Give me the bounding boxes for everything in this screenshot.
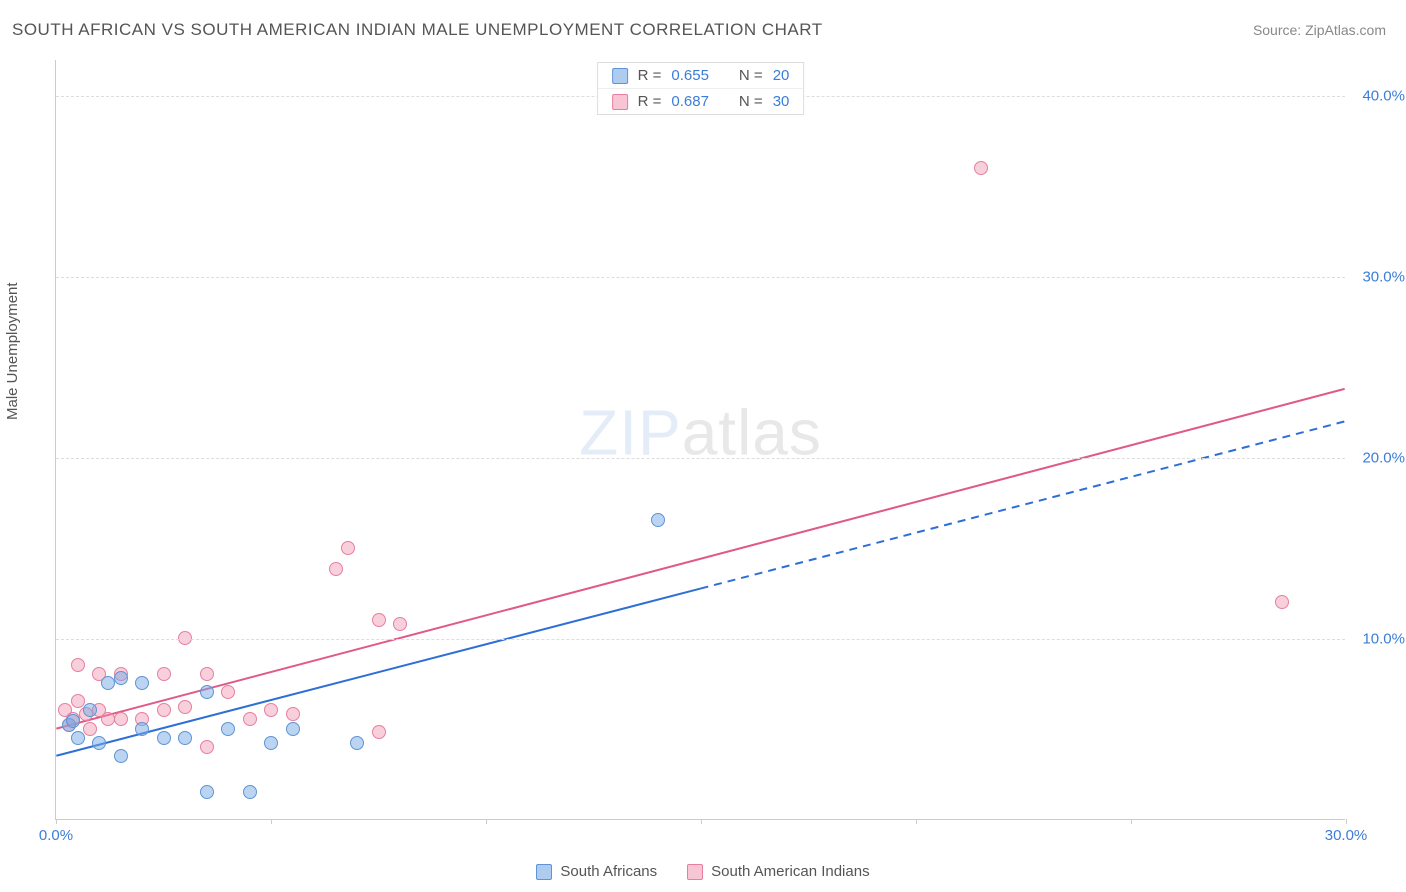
x-tick — [701, 819, 702, 824]
n-label: N = — [739, 67, 763, 84]
trendlines-svg — [56, 60, 1345, 819]
chart-title: SOUTH AFRICAN VS SOUTH AMERICAN INDIAN M… — [12, 20, 823, 40]
scatter-point — [329, 562, 343, 576]
swatch-blue-icon — [612, 68, 628, 84]
n-label: N = — [739, 93, 763, 110]
r-value-pink: 0.687 — [671, 93, 709, 110]
x-tick-label: 30.0% — [1325, 827, 1368, 844]
scatter-point — [221, 722, 235, 736]
scatter-point — [83, 722, 97, 736]
scatter-point — [178, 731, 192, 745]
chart-container: SOUTH AFRICAN VS SOUTH AMERICAN INDIAN M… — [0, 0, 1406, 892]
bottom-legend: South Africans South American Indians — [0, 863, 1406, 880]
n-value-pink: 30 — [773, 93, 790, 110]
y-tick-label: 20.0% — [1350, 450, 1405, 467]
legend-label-pink: South American Indians — [711, 863, 869, 880]
scatter-point — [200, 667, 214, 681]
grid-line — [56, 458, 1345, 459]
y-tick-label: 30.0% — [1350, 269, 1405, 286]
correlation-stats-box: R = 0.655 N = 20 R = 0.687 N = 30 — [597, 62, 805, 115]
grid-line — [56, 277, 1345, 278]
scatter-point — [101, 712, 115, 726]
x-tick — [1131, 819, 1132, 824]
scatter-point — [974, 161, 988, 175]
scatter-point — [114, 749, 128, 763]
x-tick-label: 0.0% — [39, 827, 73, 844]
swatch-pink-icon — [612, 94, 628, 110]
y-tick-label: 10.0% — [1350, 631, 1405, 648]
scatter-point — [243, 785, 257, 799]
plot-area: ZIPatlas R = 0.655 N = 20 R = 0.687 N = … — [55, 60, 1345, 820]
scatter-point — [372, 613, 386, 627]
x-tick — [1346, 819, 1347, 824]
scatter-point — [221, 685, 235, 699]
stats-row-pink: R = 0.687 N = 30 — [598, 89, 804, 114]
scatter-point — [393, 617, 407, 631]
legend-item-blue: South Africans — [536, 863, 657, 880]
scatter-point — [157, 731, 171, 745]
scatter-point — [114, 671, 128, 685]
stats-row-blue: R = 0.655 N = 20 — [598, 63, 804, 89]
scatter-point — [71, 658, 85, 672]
scatter-point — [135, 722, 149, 736]
r-value-blue: 0.655 — [671, 67, 709, 84]
r-label: R = — [638, 67, 662, 84]
scatter-point — [83, 703, 97, 717]
scatter-point — [372, 725, 386, 739]
scatter-point — [178, 700, 192, 714]
scatter-point — [286, 722, 300, 736]
legend-item-pink: South American Indians — [687, 863, 869, 880]
legend-label-blue: South Africans — [560, 863, 657, 880]
scatter-point — [286, 707, 300, 721]
scatter-point — [114, 712, 128, 726]
y-tick-label: 40.0% — [1350, 88, 1405, 105]
scatter-point — [157, 667, 171, 681]
scatter-point — [101, 676, 115, 690]
scatter-point — [264, 736, 278, 750]
x-tick — [271, 819, 272, 824]
x-tick — [916, 819, 917, 824]
scatter-point — [1275, 595, 1289, 609]
scatter-point — [92, 736, 106, 750]
y-axis-label: Male Unemployment — [4, 282, 21, 420]
scatter-point — [135, 676, 149, 690]
scatter-point — [350, 736, 364, 750]
scatter-point — [66, 714, 80, 728]
swatch-pink-icon — [687, 864, 703, 880]
scatter-point — [200, 740, 214, 754]
scatter-point — [243, 712, 257, 726]
scatter-point — [71, 731, 85, 745]
scatter-point — [264, 703, 278, 717]
scatter-point — [200, 785, 214, 799]
scatter-point — [341, 541, 355, 555]
source-label: Source: ZipAtlas.com — [1253, 22, 1386, 38]
x-tick — [486, 819, 487, 824]
scatter-point — [71, 694, 85, 708]
n-value-blue: 20 — [773, 67, 790, 84]
grid-line — [56, 639, 1345, 640]
x-tick — [56, 819, 57, 824]
scatter-point — [651, 513, 665, 527]
r-label: R = — [638, 93, 662, 110]
swatch-blue-icon — [536, 864, 552, 880]
scatter-point — [200, 685, 214, 699]
scatter-point — [157, 703, 171, 717]
